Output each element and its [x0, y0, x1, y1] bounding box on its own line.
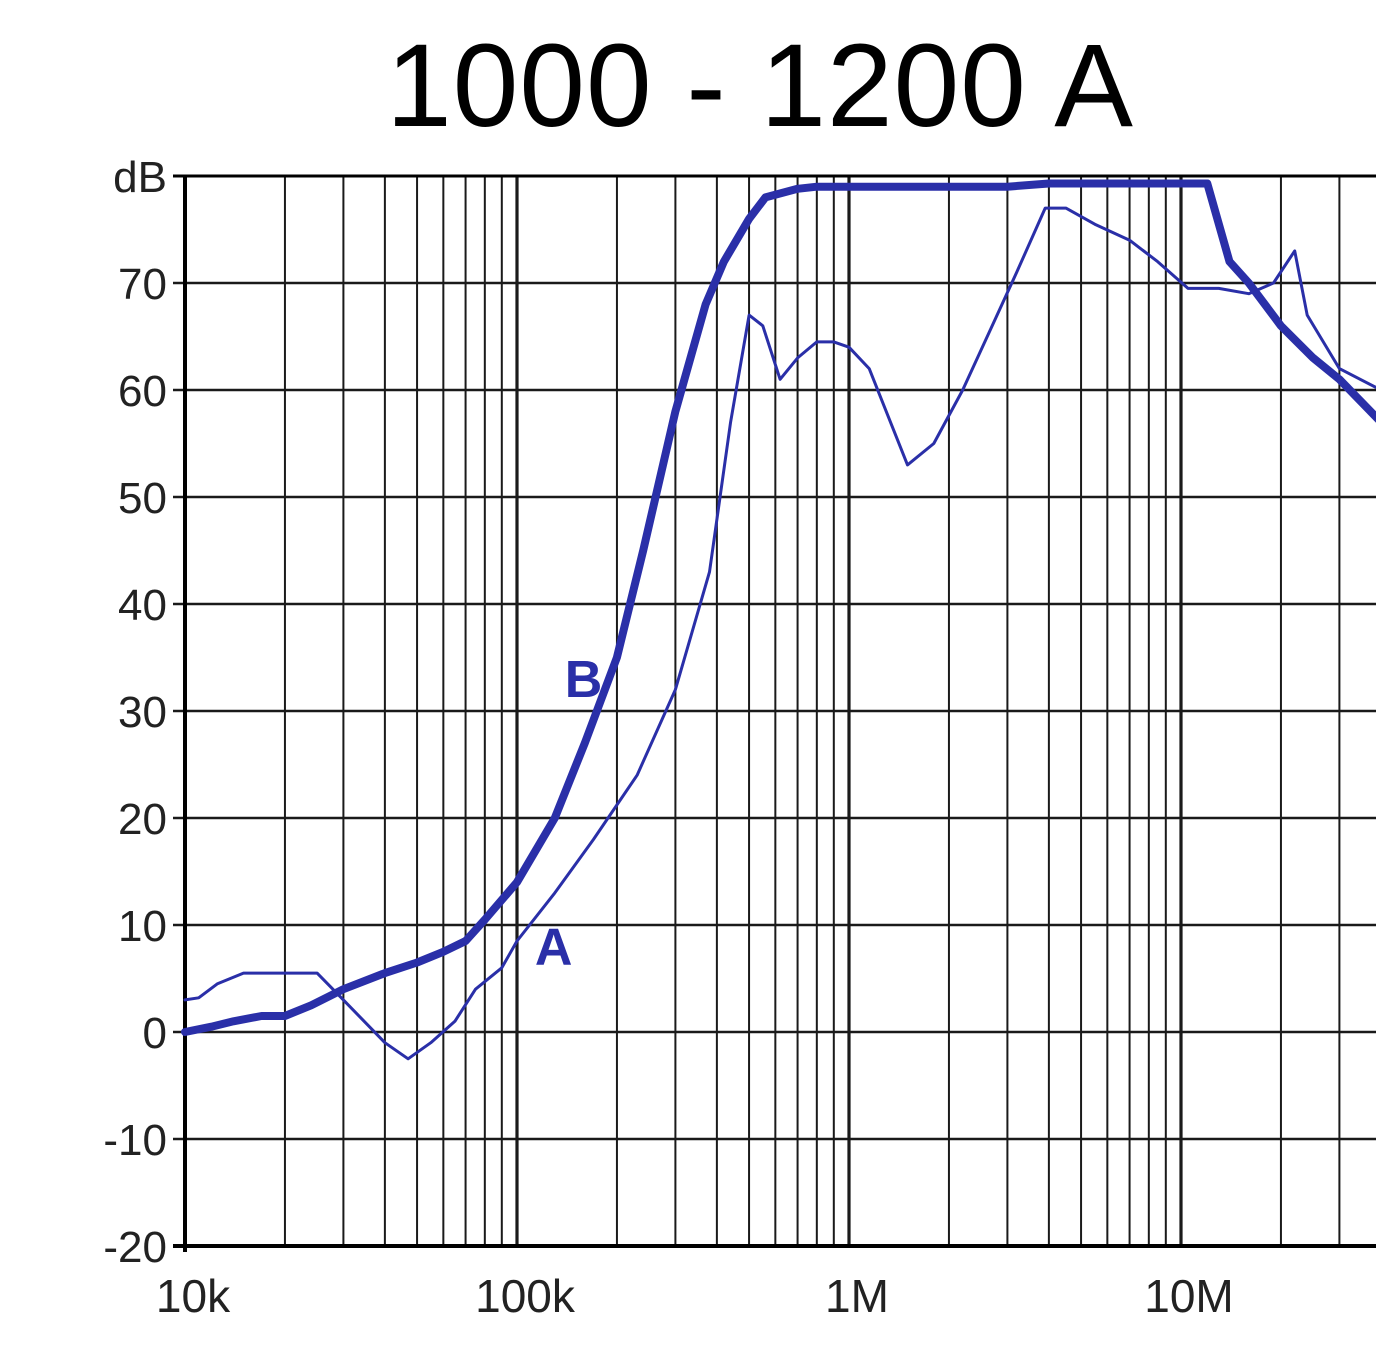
x-tick-label: 10k	[156, 1270, 231, 1322]
series-label-a: A	[535, 918, 573, 976]
y-tick-label: 60	[118, 367, 167, 416]
plot-axes	[173, 174, 1376, 1252]
series-line-a	[183, 206, 1376, 1061]
y-tick-label: 70	[118, 260, 167, 309]
x-axis-ticks: 10k 100k 1M 10M	[156, 1270, 1234, 1322]
y-tick-label: 0	[143, 1009, 167, 1058]
series-labels: AB	[535, 651, 603, 977]
plot-grid	[173, 174, 1376, 1248]
series-curves	[181, 179, 1376, 1061]
series-label-b: B	[565, 651, 603, 709]
y-axis-ticks: -20 -10 0 10 20 30 40 50 60 70 dB	[103, 153, 167, 1272]
y-tick-label: -20	[103, 1223, 167, 1272]
series-line-b	[181, 179, 1376, 1036]
y-tick-label: 40	[118, 581, 167, 630]
x-tick-label: 100k	[475, 1270, 576, 1322]
y-tick-label: 50	[118, 474, 167, 523]
y-tick-label: dB	[113, 153, 167, 202]
x-tick-label: 10M	[1144, 1270, 1233, 1322]
chart-title: 1000 - 1200 A	[386, 20, 1134, 152]
y-tick-label: 10	[118, 902, 167, 951]
y-tick-label: -10	[103, 1116, 167, 1165]
y-tick-label: 20	[118, 795, 167, 844]
x-tick-label: 1M	[825, 1270, 889, 1322]
y-tick-label: 30	[118, 688, 167, 737]
